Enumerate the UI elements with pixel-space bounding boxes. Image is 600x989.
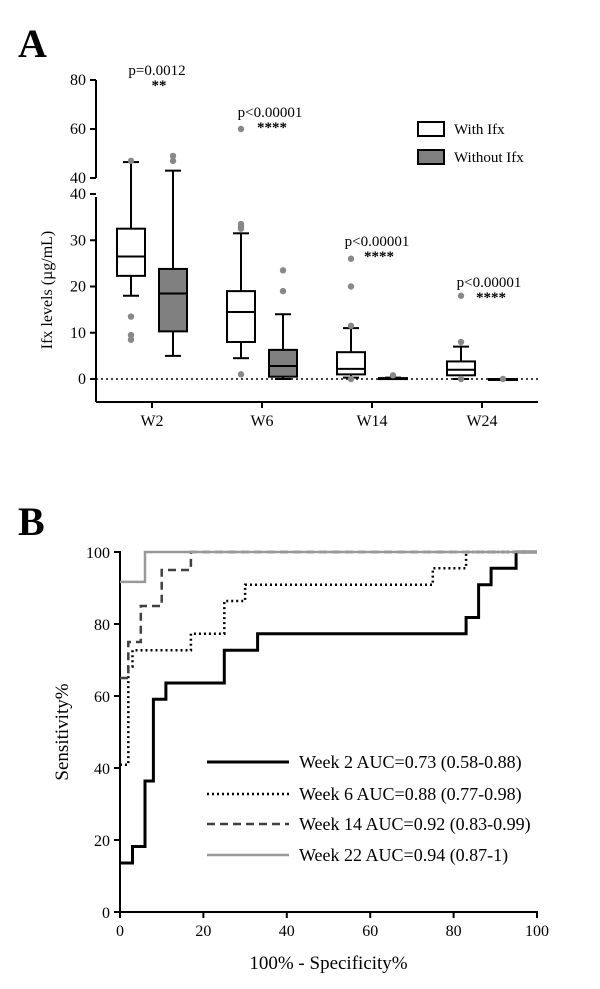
outlier-point [457,292,465,299]
panel-letter-b: B [18,499,45,544]
panel-b-y-tick-label: 40 [94,761,110,778]
outlier-point [237,371,245,378]
panel-b-y-tick-label: 80 [94,617,110,634]
legend-label: Week 2 AUC=0.73 (0.58-0.88) [299,752,522,773]
outlier-point [127,313,135,320]
without-ifx-box-w24 [488,375,518,383]
legend-label: Week 22 AUC=0.94 (0.87-1) [299,845,508,866]
panel-a-y-tick-label: 40 [70,186,86,203]
panel-a-y-tick-label: 60 [70,121,86,138]
outlier-point [347,255,355,262]
legend-swatch [417,149,445,165]
panel-b-x-tick-label: 80 [446,923,462,940]
panel-letter-a: A [18,21,47,66]
panel-b-x-tick-label: 40 [279,923,295,940]
outlier-point [347,322,355,330]
outlier-point [169,157,177,165]
outlier-point [237,125,245,133]
roc-curve-series-1 [120,550,537,865]
with-ifx-box-w2 [116,157,146,343]
panel-a-y-tick-label: 30 [70,232,86,249]
with-ifx-box-w14 [336,255,366,383]
panel-b-y-label: Sensitivity% [52,683,73,780]
panel-b-y-tick-label: 20 [94,833,110,850]
outlier-point [127,157,135,165]
outlier-point [237,220,245,228]
significance-stars: **** [257,120,287,136]
panel-a-y-tick-label: 10 [70,325,86,342]
roc-curve-series-4 [120,550,537,584]
outlier-point [499,375,507,383]
legend-swatch [417,121,445,137]
panel-b-y-tick-label: 0 [102,905,110,922]
with-ifx-box-w24 [446,292,476,383]
outlier-point [457,338,465,346]
box-iqr [446,360,476,377]
panel-b-x-tick-label: 100 [525,923,549,940]
box-iqr [116,227,146,277]
panel-a-y-tick-label: 40 [70,170,86,187]
panel-a-y-label: Ifx levels (µg/mL) [39,231,56,350]
outlier-point [347,375,355,383]
outlier-point [347,283,355,290]
panel-b-roc-plot: 0 20 40 60 80 100 0 20 40 60 80 100 Week 2 AUC=0.73 … [86,545,549,940]
outlier-point [127,331,135,339]
box-iqr [226,290,256,343]
outlier-point [279,287,287,295]
roc-curve-series-2 [120,550,537,767]
p-value-label: p<0.00001 [345,234,410,250]
panel-a-x-tick-label: W24 [466,413,497,430]
legend-label: Week 14 AUC=0.92 (0.83-0.99) [299,814,531,835]
panel-a-x-tick-label: W6 [250,413,273,430]
panel-b-x-tick-label: 60 [362,923,378,940]
panel-b-y-tick-label: 100 [86,545,110,562]
outlier-point [279,267,287,274]
p-value-label: p=0.0012 [128,63,185,79]
panel-b-x-label: 100% - Specificity% [249,953,407,974]
significance-stars: **** [476,290,506,306]
panel-a-y-tick-label: 80 [70,72,86,89]
legend-label: With Ifx [454,122,505,138]
outlier-point [169,152,177,160]
panel-b-x-tick-label: 0 [116,923,124,940]
significance-stars: **** [364,249,394,265]
box-iqr [336,351,366,376]
panel-a-y-tick-label: 0 [78,371,86,388]
without-ifx-box-w6 [268,267,298,380]
panel-b-x-tick-label: 20 [195,923,211,940]
significance-stars: ** [152,78,167,94]
panel-a-x-tick-label: W14 [356,413,387,430]
outlier-point [127,336,135,343]
p-value-label: p<0.00001 [238,105,303,121]
without-ifx-box-w2 [158,152,188,357]
roc-curve-series-3 [120,550,537,680]
with-ifx-box-w6 [226,125,256,378]
panel-a-y-tick-label: 20 [70,279,86,296]
panel-a-x-tick-label: W2 [140,413,163,430]
legend-label: Without Ifx [454,150,524,166]
panel-b-y-tick-label: 60 [94,689,110,706]
p-value-label: p<0.00001 [457,275,522,291]
box-iqr [158,267,188,333]
box-iqr [268,348,298,378]
outlier-point [389,372,397,379]
without-ifx-box-w14 [378,372,408,381]
outlier-point [457,375,465,383]
legend-label: Week 6 AUC=0.88 (0.77-0.98) [299,784,522,805]
